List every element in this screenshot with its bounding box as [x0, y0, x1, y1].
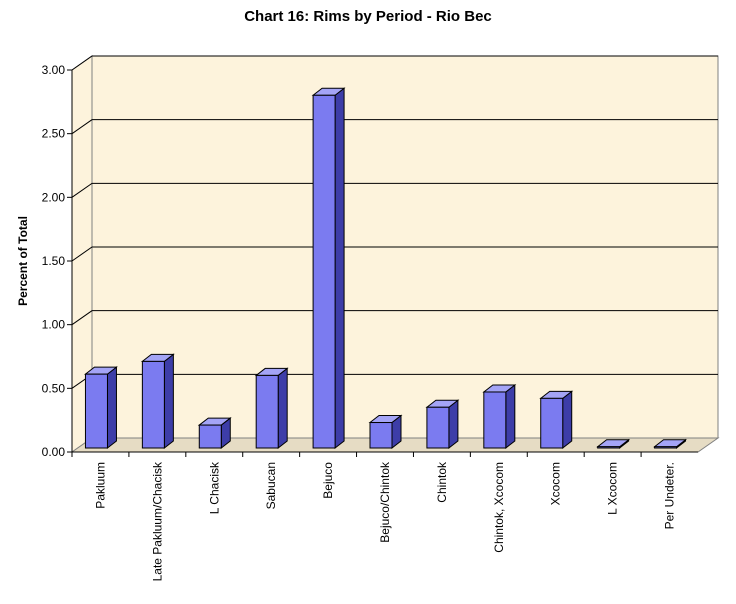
bar — [539, 390, 574, 450]
bar — [254, 367, 289, 450]
x-tick-label: Pakluum — [93, 462, 107, 509]
bar — [311, 87, 346, 450]
y-tick-label: 3.00 — [42, 63, 66, 77]
x-tick-label: Xcocom — [549, 462, 563, 505]
gridline — [71, 119, 718, 135]
bar-front — [369, 422, 393, 449]
bar-side — [106, 366, 117, 450]
bar-side — [163, 353, 174, 450]
bar — [425, 399, 460, 450]
bar-front — [540, 397, 564, 449]
bar-front — [426, 406, 450, 449]
y-tick-label: 0.50 — [42, 381, 66, 395]
x-tick-label: L Xcocom — [606, 462, 620, 515]
x-tick-labels: Pakluum Late Pakluum/Chacisk L Chacisk Sabu… — [93, 461, 676, 581]
bar-side — [562, 390, 573, 450]
bar-side — [334, 87, 345, 450]
bar-front — [312, 94, 336, 449]
bar — [197, 417, 232, 450]
bar-front — [255, 374, 279, 449]
x-tick-label: Bejuco — [321, 462, 335, 499]
x-tick-label: Chintok — [435, 461, 449, 503]
bar-side — [448, 399, 459, 450]
bar — [368, 414, 403, 450]
bar — [140, 353, 175, 450]
y-tick-label: 1.50 — [42, 254, 66, 268]
y-tick-label: 0.00 — [42, 445, 66, 459]
bar — [653, 438, 688, 450]
bar — [83, 366, 118, 450]
x-tick-label: Late Pakluum/Chacisk — [150, 461, 164, 581]
gridline — [71, 55, 718, 71]
bar — [482, 383, 517, 450]
bars — [83, 87, 688, 450]
y-axis-title: Percent of Total — [16, 216, 30, 306]
bar-front — [483, 391, 507, 449]
bar-side — [505, 383, 516, 450]
axes — [71, 70, 698, 457]
x-tick-label: Per Undeter. — [663, 462, 677, 529]
chart-title: Chart 16: Rims by Period - Rio Bec — [244, 8, 492, 25]
gridline — [71, 182, 718, 198]
bar-front — [654, 446, 678, 449]
bar-side — [277, 367, 288, 450]
gridline — [71, 310, 718, 326]
gridline — [71, 246, 718, 262]
bar-front — [84, 373, 108, 449]
y-tick-label: 2.00 — [42, 190, 66, 204]
bar-front — [198, 424, 222, 449]
bar-front — [597, 446, 621, 449]
y-tick-labels: 0.00 0.50 1.00 1.50 2.00 2.50 3.00 — [42, 63, 66, 459]
y-tick-label: 1.00 — [42, 318, 66, 332]
x-tick-label: L Chacisk — [207, 461, 221, 514]
x-tick-label: Bejuco/Chintok — [378, 461, 392, 543]
x-tick-label: Chintok, Xcocom — [492, 462, 506, 553]
y-tick-label: 2.50 — [42, 127, 66, 141]
bar-front — [141, 360, 165, 449]
x-tick-label: Sabucan — [264, 462, 278, 509]
bar — [596, 438, 631, 450]
